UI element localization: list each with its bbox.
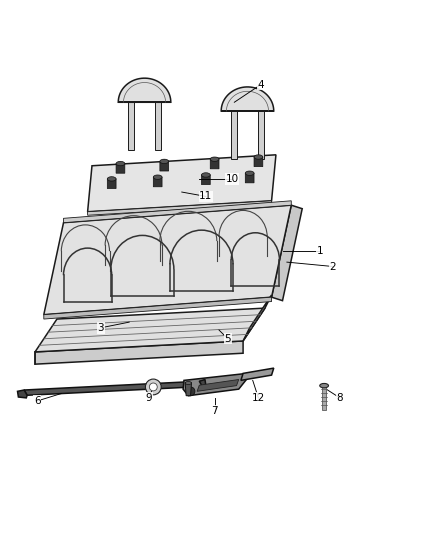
Polygon shape [210,157,219,169]
Polygon shape [231,111,237,159]
Polygon shape [35,308,265,352]
Ellipse shape [254,155,263,159]
Polygon shape [88,201,272,215]
Polygon shape [197,379,239,391]
Polygon shape [272,205,302,301]
Ellipse shape [107,177,116,181]
Polygon shape [88,155,276,212]
Polygon shape [254,155,263,167]
Polygon shape [160,159,169,171]
Text: 4: 4 [257,80,264,90]
Ellipse shape [320,383,328,388]
Polygon shape [153,175,162,187]
Text: 10: 10 [226,174,239,184]
Ellipse shape [201,173,210,177]
Polygon shape [24,381,202,395]
Ellipse shape [160,159,169,164]
Text: 9: 9 [145,393,152,403]
Text: 11: 11 [199,191,212,201]
Text: 5: 5 [224,334,231,344]
Polygon shape [107,177,116,189]
Ellipse shape [245,171,254,175]
Polygon shape [201,173,210,184]
Polygon shape [44,205,291,314]
Polygon shape [118,78,171,102]
Polygon shape [183,374,247,395]
Polygon shape [128,102,134,150]
Circle shape [186,387,195,395]
Polygon shape [221,87,274,111]
Polygon shape [44,297,272,319]
Polygon shape [185,383,191,395]
Circle shape [145,379,161,395]
Polygon shape [245,172,254,183]
Polygon shape [243,295,272,341]
Ellipse shape [153,175,162,179]
Polygon shape [241,368,274,381]
Polygon shape [199,379,206,386]
Ellipse shape [116,161,125,166]
Polygon shape [258,111,264,159]
Polygon shape [35,341,243,364]
Text: 7: 7 [211,406,218,416]
Circle shape [149,383,157,391]
Text: 3: 3 [97,323,104,333]
Polygon shape [18,390,27,398]
Text: 2: 2 [329,262,336,271]
Text: 12: 12 [252,393,265,403]
Polygon shape [116,162,125,173]
Text: 1: 1 [316,246,323,256]
Ellipse shape [185,382,191,384]
Ellipse shape [210,157,219,161]
Polygon shape [155,102,161,150]
Polygon shape [64,201,291,223]
Polygon shape [322,386,326,410]
Text: 6: 6 [34,396,41,406]
Text: 8: 8 [336,393,343,403]
